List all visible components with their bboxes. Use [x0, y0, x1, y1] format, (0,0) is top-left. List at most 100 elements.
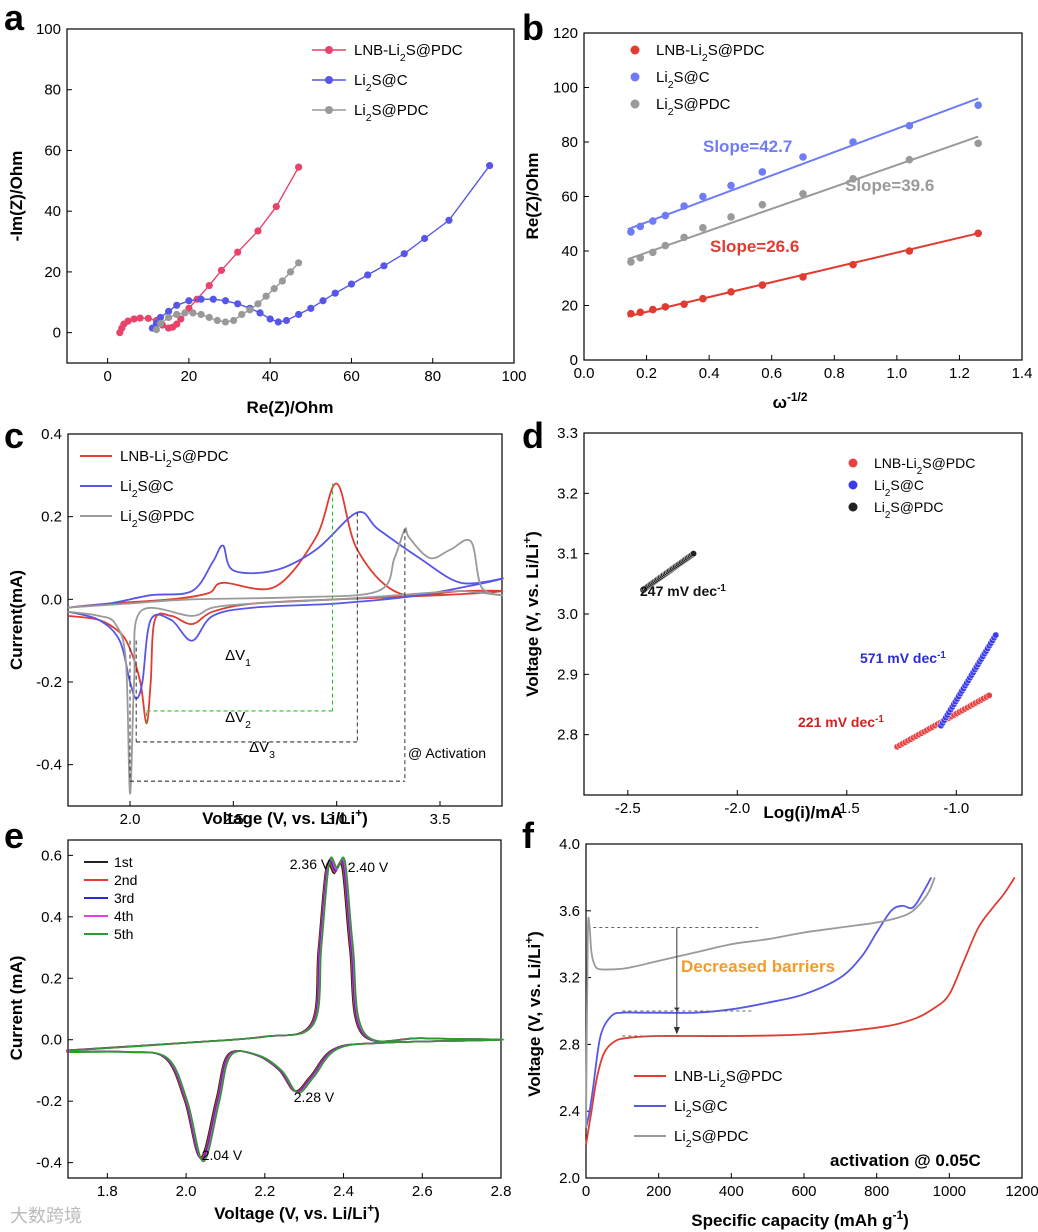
panel-a-data-point: [130, 315, 138, 323]
panel-f-legend-label: LNB-Li2S@PDC: [674, 1068, 783, 1090]
panel-b-data-point: [699, 192, 707, 201]
panel-f-y-tick-label: 4.0: [559, 836, 580, 853]
panel-a-data-point: [254, 227, 262, 235]
panel-b-y-axis-label: Re(Z)/Ohm: [523, 153, 542, 240]
panel-label-e: e: [4, 815, 24, 856]
panel-f-annotation: Decreased barriers: [681, 957, 835, 976]
panel-label-b: b: [522, 7, 544, 48]
panel-f-y-axis-label: Voltage (V, vs. Li/Li+): [522, 931, 544, 1097]
panel-a-x-tick-label: 0: [103, 368, 111, 385]
panel-a-data-point: [213, 316, 221, 325]
panel-e-x-tick-label: 2.8: [491, 1183, 512, 1200]
panel-b-data-point: [636, 254, 645, 262]
panel-f-x-tick-label: 400: [719, 1183, 744, 1200]
panel-a-y-tick-label: 100: [36, 21, 61, 38]
panel-label-c: c: [4, 415, 24, 456]
panel-f-legend-label: Li2S@PDC: [674, 1128, 749, 1150]
panel-a-data-point: [152, 326, 160, 334]
panel-b-slope-label: Slope=26.6: [710, 237, 799, 256]
panel-b-legend-marker: [630, 72, 640, 82]
panel-c-cv-curve: [67, 527, 504, 795]
panel-b-legend-label: LNB-Li2S@PDC: [656, 42, 765, 64]
panel-b-data-point: [661, 241, 670, 250]
panel-a-data-point: [230, 316, 238, 325]
panel-a-legend-marker: [325, 106, 333, 114]
panel-a-data-point: [217, 266, 226, 274]
panel-a-series-line: [151, 165, 491, 329]
panel-b-data-point: [649, 217, 657, 225]
panel-f-charge-curve: [585, 876, 1016, 1145]
panel-b-data-point: [627, 309, 635, 318]
panel-a-data-point: [234, 248, 242, 256]
panel-e-y-tick-label: -0.4: [36, 1155, 62, 1172]
panel-a-data-point: [307, 304, 315, 312]
panel-b-data-point: [627, 258, 635, 266]
panel-a-data-point: [262, 292, 270, 300]
panel-d-tafel-label: 247 mV dec-1: [640, 583, 726, 600]
panel-f-y-tick-label: 2.4: [559, 1103, 580, 1120]
panel-b-data-point: [636, 308, 645, 317]
panel-f-y-tick-label: 3.6: [559, 903, 580, 920]
panel-f-x-axis-label: Specific capacity (mAh g-1): [691, 1208, 908, 1230]
panel-e-peak-label: 2.28 V: [294, 1089, 335, 1105]
panel-label-d: d: [522, 415, 544, 456]
panel-b-data-point: [974, 139, 982, 148]
panel-e-y-tick-label: 0.4: [41, 909, 62, 926]
panel-c-y-tick-label: -0.2: [36, 674, 62, 691]
panel-a-data-point: [164, 307, 173, 315]
panel-f-x-tick-label: 600: [791, 1183, 816, 1200]
panel-b-x-tick-label: 0.2: [636, 365, 657, 382]
panel-b-legend-marker: [630, 99, 640, 109]
panel-b-data-point: [974, 229, 982, 238]
panel-a-data-point: [274, 318, 282, 326]
panel-b-data-point: [727, 213, 735, 221]
panel-a-data-point: [445, 216, 453, 224]
panel-a-data-point: [197, 310, 205, 319]
panel-d-data-point: [985, 692, 993, 699]
panel-e-y-axis-label: Current (mA): [7, 956, 26, 1061]
panel-a-data-point: [380, 262, 388, 270]
panel-e-peak-label: 2.04 V: [202, 1147, 243, 1163]
panel-a-data-point: [156, 319, 165, 328]
panel-a-data-point: [238, 310, 246, 319]
panel-a-data-point: [144, 314, 152, 322]
panel-a-data-point: [295, 259, 303, 267]
panel-c-x-axis-label: Voltage (V, vs. Li/Li+): [202, 806, 368, 828]
panel-d-legend-label: LNB-Li2S@PDC: [874, 455, 975, 477]
panel-b-data-point: [905, 247, 914, 255]
panel-c-legend-label: Li2S@PDC: [120, 508, 195, 530]
panel-b-data-point: [905, 121, 914, 130]
panel-f-x-tick-label: 0: [582, 1183, 590, 1200]
panel-b-data-point: [649, 248, 657, 257]
panel-a-data-point: [173, 310, 181, 319]
panel-b-data-point: [627, 228, 635, 236]
panel-d-data-point: [690, 550, 697, 558]
panel-b-x-tick-label: 1.0: [886, 365, 907, 382]
panel-a-series-line: [119, 166, 300, 333]
panel-e-cv-curve: [67, 860, 502, 1160]
plot-frame-c: [67, 433, 503, 807]
panel-a-data-point: [295, 163, 303, 171]
panel-d-data-point: [992, 631, 1000, 639]
panel-c-cv-curve: [67, 511, 504, 700]
panel-b-data-point: [799, 153, 807, 161]
panel-d-y-tick-label: 2.9: [557, 666, 578, 683]
panel-b-legend-label: Li2S@C: [656, 69, 710, 91]
panel-a-data-point: [136, 314, 144, 322]
panel-a-data-point: [486, 162, 494, 170]
panel-b-data-point: [849, 260, 857, 269]
panel-a-data-point: [272, 203, 280, 211]
panel-c-annotation: ΔV3: [249, 739, 275, 761]
panel-a-x-tick-label: 20: [181, 368, 198, 385]
panel-c-legend-label: Li2S@C: [120, 478, 174, 500]
panel-a-data-point: [221, 318, 230, 326]
panel-c-x-tick-label: 2.5: [223, 811, 244, 828]
panel-a-legend-marker: [325, 76, 333, 84]
panel-b-x-tick-label: 0.8: [824, 365, 845, 382]
panel-e-x-tick-label: 1.8: [97, 1183, 118, 1200]
panel-b-slope-label: Slope=39.6: [845, 176, 934, 195]
panel-f-y-tick-label: 2.8: [559, 1036, 580, 1053]
panel-d-y-tick-label: 3.0: [557, 606, 578, 623]
panel-a-data-point: [164, 313, 173, 322]
